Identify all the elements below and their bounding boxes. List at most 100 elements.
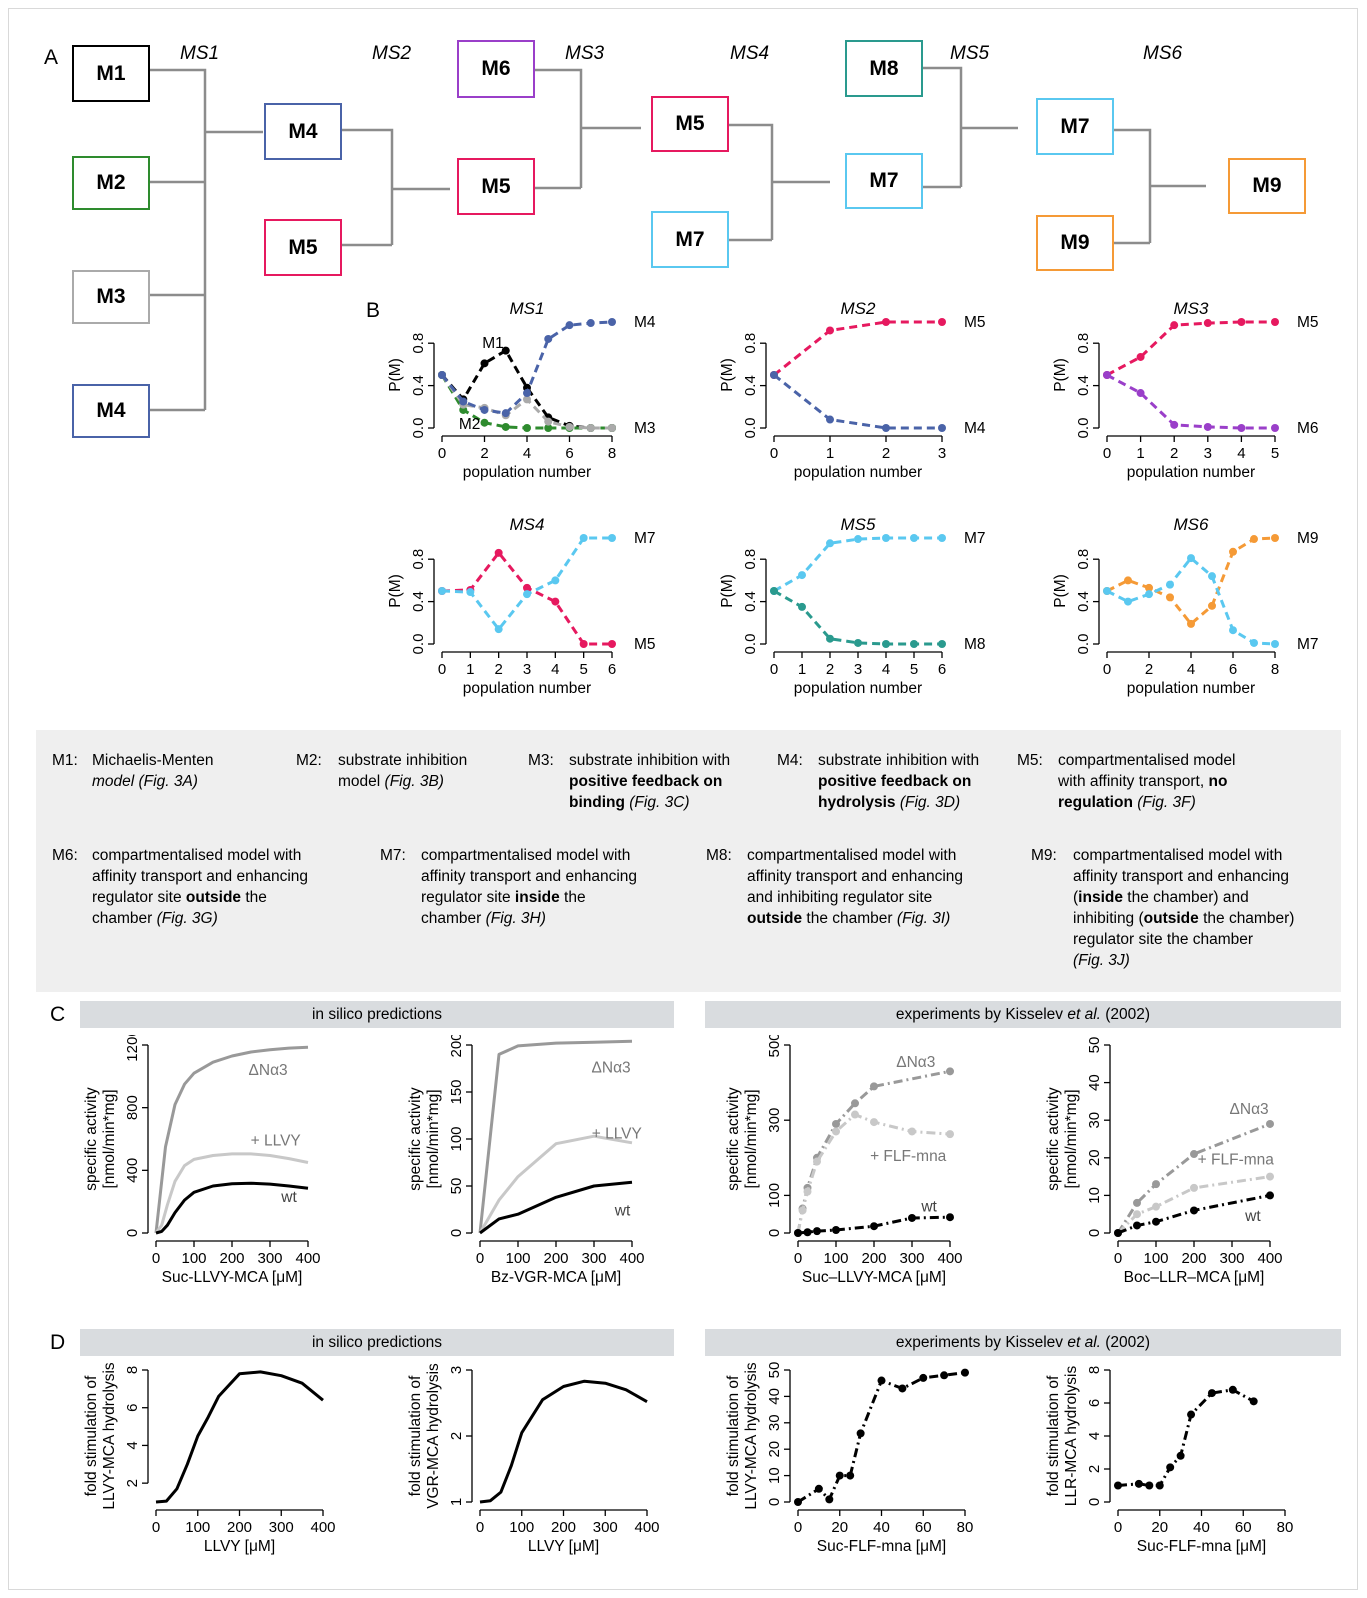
x-tick-label: 6 <box>608 661 616 678</box>
data-point <box>494 625 503 634</box>
y-tick-label: 0.4 <box>410 591 427 612</box>
series-m4 <box>438 318 616 418</box>
y-axis-label: specific activity <box>83 1087 100 1191</box>
x-tick-label: 200 <box>543 1250 568 1267</box>
data-point <box>466 588 475 597</box>
data-point <box>1114 1229 1122 1237</box>
axes <box>1093 558 1276 658</box>
legend-description: compartmentalised model with affinity tra… <box>92 847 309 927</box>
x-tick-label: 100 <box>505 1250 530 1267</box>
x-tick-label: 0 <box>152 1519 160 1536</box>
ms4-label: MS4 <box>730 43 770 64</box>
data-point <box>1166 580 1174 589</box>
series-label: M5 <box>1297 314 1319 331</box>
ms3-m5-box: M5 <box>457 158 535 215</box>
c-silico-llvy-chart: 0 400 800 1200 0 100 200 300 400 Suc-LLVY-MCA [μM… <box>83 1035 321 1286</box>
data-point <box>523 389 531 398</box>
data-point <box>579 534 588 542</box>
data-point <box>551 597 560 606</box>
panel-a-label: A <box>44 46 59 69</box>
series-line <box>1106 373 1275 430</box>
x-tick-label: 300 <box>1219 1250 1244 1267</box>
y-tick-label: 30 <box>766 1414 783 1431</box>
y-axis-label: specific activity <box>407 1087 424 1191</box>
data-point <box>1250 638 1258 647</box>
series-line <box>797 1371 966 1504</box>
series--n-3 <box>478 1039 633 1234</box>
x-tick-label: 4 <box>1187 661 1195 678</box>
y-tick-label: 8 <box>124 1366 141 1374</box>
y-axis-label: VGR-MCA hydrolysis <box>425 1363 442 1509</box>
d-in-silico-header: in silico predictions <box>80 1329 674 1356</box>
ms4-m7-box: M7 <box>651 211 729 268</box>
series-m5 <box>770 318 946 379</box>
data-point <box>544 417 553 426</box>
ms1-m1-box: M1 <box>72 45 150 102</box>
y-tick-label: 0.4 <box>742 375 759 396</box>
x-tick-label: 100 <box>823 1250 848 1267</box>
x-axis-label: population number <box>1127 464 1255 481</box>
x-tick-label: 0 <box>476 1250 484 1267</box>
axes <box>760 558 943 658</box>
c-silico-vgr-chart: 0 50 100 150 200 0 100 200 300 400 Bz-VGR-MCA [μM]… <box>407 1035 645 1286</box>
y-tick-label: 10 <box>1086 1187 1103 1204</box>
data-point <box>940 1371 949 1380</box>
x-axis-label: LLVY [μM] <box>528 1538 599 1555</box>
x-tick-label: 2 <box>1145 661 1153 678</box>
data-point <box>854 535 862 544</box>
x-axis-label: Bz-VGR-MCA [μM] <box>491 1269 621 1286</box>
x-tick-label: 2 <box>480 445 488 462</box>
x-tick-label: 300 <box>581 1250 606 1267</box>
data-point <box>832 1119 840 1128</box>
data-point <box>1190 1150 1198 1159</box>
series-label: M6 <box>1297 420 1319 437</box>
legend-description: compartmentalised model with affinity tra… <box>421 847 638 927</box>
series-line <box>1116 1175 1271 1235</box>
series-m5 <box>438 548 616 648</box>
y-tick-label: 50 <box>1086 1037 1103 1054</box>
series-line <box>154 1152 309 1234</box>
data-point <box>1136 389 1145 398</box>
chart-title: MS3 <box>1174 300 1210 318</box>
data-point <box>544 334 553 343</box>
data-point <box>1187 554 1195 563</box>
x-tick-label: 20 <box>831 1519 848 1536</box>
figure-frame <box>8 8 1358 1590</box>
x-tick-label: 1 <box>798 661 806 678</box>
data-point <box>870 1082 878 1091</box>
data-point <box>908 1213 916 1222</box>
data-point <box>854 638 862 647</box>
axes <box>466 1044 633 1247</box>
data-point <box>882 640 890 648</box>
y-axis-label: LLVY-MCA hydrolysis <box>101 1362 118 1510</box>
x-tick-label: 0 <box>794 1250 802 1267</box>
y-axis-label: specific activity <box>725 1087 742 1191</box>
legend-description: substrate inhibition with positive feedba… <box>569 752 731 811</box>
series-label: M2 <box>459 416 481 433</box>
data-point <box>910 534 918 542</box>
data-point <box>1155 1481 1164 1490</box>
series-label: ΔNα3 <box>249 1062 288 1079</box>
data-point <box>1208 601 1216 610</box>
series--flf-mna <box>1114 1172 1274 1237</box>
data-point <box>813 1227 821 1236</box>
y-tick-label: 4 <box>1086 1432 1103 1440</box>
x-tick-label: 4 <box>1237 445 1245 462</box>
x-axis-label: Suc-FLF-mna [μM] <box>1137 1538 1267 1555</box>
x-tick-label: 4 <box>882 661 890 678</box>
data-point <box>565 422 574 431</box>
y-tick-label: 0.0 <box>410 634 427 655</box>
x-tick-label: 3 <box>1204 445 1212 462</box>
x-tick-label: 0 <box>1103 445 1111 462</box>
y-tick-label: 0.8 <box>410 333 427 354</box>
y-tick-label: 0.4 <box>742 591 759 612</box>
y-tick-label: 100 <box>448 1126 465 1151</box>
data-point <box>1152 1217 1160 1226</box>
series--n-3 <box>154 1045 309 1234</box>
chart-title: MS1 <box>510 300 545 318</box>
y-tick-label: 0.8 <box>410 549 427 570</box>
data-point <box>1187 1410 1196 1419</box>
data-point <box>938 318 946 326</box>
y-axis-label: [nmol/min*mg] <box>743 1089 760 1188</box>
d-experiments-text: experiments by Kisselev <box>895 1333 1068 1351</box>
